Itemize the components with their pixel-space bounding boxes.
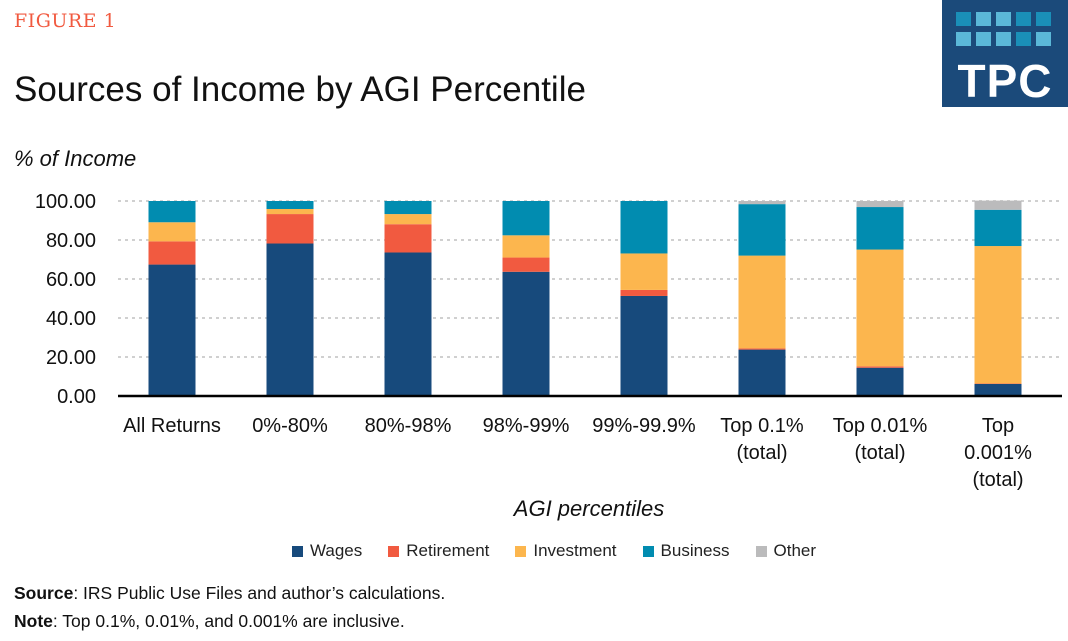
bar-segment-wages bbox=[502, 271, 550, 396]
source-label: Source bbox=[14, 583, 74, 603]
legend-label: Business bbox=[660, 541, 730, 560]
x-axis-label: AGI percentiles bbox=[513, 496, 665, 521]
bar-segment-business bbox=[974, 209, 1022, 247]
bar-segment-business bbox=[266, 201, 314, 209]
bar-segment-retirement bbox=[148, 241, 196, 265]
legend-item: Retirement bbox=[388, 541, 489, 561]
bar-segment-investment bbox=[738, 255, 786, 349]
source-line: Source: IRS Public Use Files and author’… bbox=[14, 583, 445, 604]
bar-segment-business bbox=[738, 204, 786, 256]
legend-swatch bbox=[755, 545, 767, 557]
legend-item: Business bbox=[642, 541, 730, 561]
y-tick-label: 20.00 bbox=[46, 347, 96, 369]
bar-segment-wages bbox=[148, 264, 196, 396]
source-text: : IRS Public Use Files and author’s calc… bbox=[73, 583, 446, 603]
x-tick-label: 98%-99% bbox=[483, 415, 570, 437]
legend-swatch bbox=[291, 545, 303, 557]
bar-segment-wages bbox=[620, 295, 668, 396]
logo-square bbox=[976, 12, 991, 26]
logo-square bbox=[1016, 12, 1031, 26]
legend-label: Retirement bbox=[406, 541, 490, 560]
bar-segment-investment bbox=[974, 246, 1022, 384]
x-tick-label: Top 0.1% (total) bbox=[720, 415, 804, 464]
bar-segment-wages bbox=[856, 367, 904, 396]
bar-segment-investment bbox=[148, 222, 196, 242]
legend: Wages Retirement Investment Business Other bbox=[0, 541, 1068, 561]
bar-segment-other bbox=[856, 201, 904, 208]
x-tick-label: 80%-98% bbox=[365, 415, 452, 437]
logo-square bbox=[996, 32, 1011, 46]
legend-swatch bbox=[388, 545, 400, 557]
bar-segment-business bbox=[148, 201, 196, 223]
bar-segment-retirement bbox=[266, 214, 314, 244]
logo-square bbox=[1036, 12, 1051, 26]
bar-segment-wages bbox=[738, 349, 786, 396]
logo-square bbox=[1036, 32, 1051, 46]
bar-segment-retirement bbox=[384, 224, 432, 253]
logo-text: TPC bbox=[957, 55, 1053, 107]
legend-item: Investment bbox=[515, 541, 617, 561]
legend-label: Investment bbox=[533, 541, 617, 560]
bar-segment-other bbox=[738, 201, 786, 205]
note-label: Note bbox=[14, 611, 53, 631]
bar-segment-business bbox=[384, 201, 432, 215]
legend-item: Wages bbox=[291, 541, 363, 561]
bar-segment-business bbox=[502, 201, 550, 236]
x-tick-label: Top 0.001% (total) bbox=[964, 415, 1032, 491]
bar-segment-retirement bbox=[856, 366, 904, 368]
y-tick-label: 80.00 bbox=[46, 230, 96, 252]
logo-square bbox=[956, 32, 971, 46]
note-text: : Top 0.1%, 0.01%, and 0.001% are inclus… bbox=[52, 611, 405, 631]
bar-segment-wages bbox=[384, 252, 432, 396]
bar-segment-retirement bbox=[502, 257, 550, 272]
figure-label: FIGURE 1 bbox=[14, 10, 117, 32]
bar-segment-investment bbox=[502, 235, 550, 258]
legend-label: Wages bbox=[309, 541, 363, 560]
bar-segment-business bbox=[856, 207, 904, 250]
legend-swatch bbox=[515, 545, 527, 557]
logo-square bbox=[996, 12, 1011, 26]
bar-segment-investment bbox=[620, 253, 668, 290]
bar-segment-retirement bbox=[738, 348, 786, 350]
logo-square bbox=[1016, 32, 1031, 46]
y-tick-label: 0.00 bbox=[57, 386, 96, 408]
y-tick-label: 100.00 bbox=[35, 191, 96, 213]
bar-segment-investment bbox=[384, 214, 432, 225]
legend-swatch bbox=[642, 545, 654, 557]
x-tick-label: All Returns bbox=[123, 415, 221, 437]
bar-segment-business bbox=[620, 201, 668, 254]
tpc-logo: TPC bbox=[942, 0, 1068, 107]
logo-square bbox=[976, 32, 991, 46]
y-tick-label: 40.00 bbox=[46, 308, 96, 330]
bar-segment-retirement bbox=[620, 289, 668, 296]
chart-title: Sources of Income by AGI Percentile bbox=[14, 70, 586, 109]
bar-segment-wages bbox=[266, 243, 314, 396]
bar-segment-investment bbox=[856, 249, 904, 367]
bar-segment-wages bbox=[974, 383, 1022, 396]
note-line: Note: Top 0.1%, 0.01%, and 0.001% are in… bbox=[14, 611, 405, 632]
bar-segment-investment bbox=[266, 208, 314, 215]
bar-segment-other bbox=[974, 200, 1022, 210]
logo-square bbox=[956, 12, 971, 26]
legend-label: Other bbox=[773, 541, 817, 560]
x-tick-label: 99%-99.9% bbox=[592, 415, 696, 437]
legend-item: Other bbox=[755, 541, 817, 561]
y-axis-label: % of Income bbox=[14, 146, 137, 171]
x-tick-label: 0%-80% bbox=[252, 415, 328, 437]
x-tick-label: Top 0.01% (total) bbox=[833, 415, 928, 464]
y-tick-label: 60.00 bbox=[46, 269, 96, 291]
